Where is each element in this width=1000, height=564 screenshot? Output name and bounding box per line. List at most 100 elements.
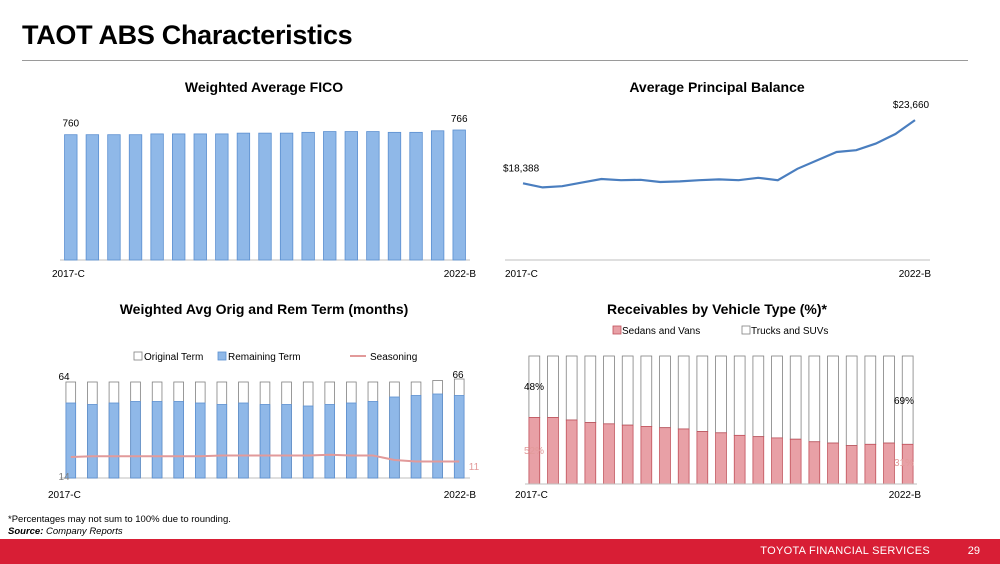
page-number: 29 [967,545,980,557]
fico-bar [409,131,423,261]
remaining-term-bar [432,393,443,479]
fico-xlabel-start: 2017-C [52,269,85,280]
trucks-last-label: 69% [894,396,914,407]
sedans-bar [864,443,877,485]
principal-xlabel-end: 2022-B [899,269,932,280]
fico-bar [279,132,294,261]
remaining-term-bar [65,402,77,479]
orig-last-label: 66 [452,370,464,381]
legend-seasoning-label: Seasoning [370,352,417,363]
fico-bar [172,133,186,261]
sedans-bar [677,428,690,485]
remaining-term-bar [216,404,228,479]
fico-bar [85,134,100,261]
remaining-term-bar [195,402,206,479]
trucks-bar [696,355,709,432]
fico-chart: 760 766 2017-C 2022-B [52,114,476,280]
fico-bar [387,131,402,261]
trucks-bar [845,355,858,446]
sedans-bar [752,436,765,485]
trucks-bar [771,355,783,439]
sedans-bar [808,441,821,485]
remaining-term-bar [281,404,292,479]
remaining-term-bar [410,395,422,479]
sedans-bar [789,438,802,485]
trucks-bar [547,355,559,418]
remaining-term-bar [238,402,249,479]
remaining-term-bar [324,404,335,479]
trucks-bar [864,355,877,445]
trucks-bar [808,355,821,443]
footer-company: TOYOTA FINANCIAL SERVICES [760,545,930,557]
remaining-term-bar [389,396,400,479]
fico-bar [150,133,164,261]
fico-bar [344,131,358,261]
fico-bar [128,134,143,261]
seasoning-line [70,453,460,463]
vehicle-xlabel-start: 2017-C [515,490,548,501]
remaining-term-bar [453,395,465,479]
sedans-bar [584,422,597,485]
sedans-first-label: 52% [524,446,544,457]
footer-bar: TOYOTA FINANCIAL SERVICES 29 [0,539,1000,564]
trucks-bar [640,355,653,427]
fico-last-label: 766 [451,114,468,125]
trucks-bar [883,355,895,444]
sedans-bar [547,417,559,485]
term-xlabel-end: 2022-B [444,490,477,501]
sedans-bar [621,424,634,485]
remaining-term-bar [130,401,141,479]
principal-xlabel-start: 2017-C [505,269,538,280]
fico-bar [215,133,229,261]
sedans-bar [771,437,783,485]
sedans-bar [827,442,839,485]
sedans-bar [565,419,578,485]
principal-last-label: $23,660 [893,100,930,111]
trucks-bar [827,355,839,444]
legend-original-swatch [133,351,143,361]
trucks-bar [752,355,765,438]
fico-bar [193,133,207,261]
legend-sedans-label: Sedans and Vans [622,326,700,337]
fico-bar [452,129,466,261]
sedans-bar [696,431,709,485]
sedans-last-label: 31% [894,458,914,469]
vehicle-chart: Sedans and Vans Trucks and SUVs 48% 69% 52% 3… [515,325,921,501]
sedans-bar [733,434,746,485]
principal-chart: $18,388 $23,660 2017-C 2022-B [503,100,932,280]
trucks-bar [733,355,746,436]
fico-chart-title: Weighted Average FICO [184,79,344,95]
legend-trucks-swatch [741,325,751,335]
fico-bar [236,132,251,261]
legend-trucks-label: Trucks and SUVs [751,326,828,337]
trucks-bar [565,355,578,421]
fico-bar [107,134,121,261]
vehicle-chart-title: Receivables by Vehicle Type (%)* [607,301,827,317]
remaining-term-bar [173,401,184,479]
fico-bar [366,131,380,261]
trucks-bar [659,355,671,429]
sedans-bar [640,426,653,485]
footnote: *Percentages may not sum to 100% due to … [8,514,231,525]
fico-bar [64,134,78,261]
remaining-term-bar [151,401,163,479]
principal-line [522,119,916,189]
sedans-bar [883,442,895,485]
trucks-bar [603,355,615,425]
title-divider [22,60,968,61]
trucks-first-label: 48% [524,382,544,393]
season-first-label: 14 [58,472,70,483]
remaining-term-bar [87,404,98,479]
trucks-bar [677,355,690,430]
fico-bar [323,131,337,261]
season-last-label: 11 [469,462,480,473]
trucks-bar [789,355,802,440]
source-note: Source: Company Reports [8,526,123,537]
term-chart: Original Term Remaining Term Seasoning 64 66… [48,351,480,501]
principal-first-label: $18,388 [503,163,540,174]
fico-first-label: 760 [62,119,79,130]
remaining-term-bar [302,405,314,479]
sedans-bar [659,427,671,485]
remaining-term-bar [367,401,379,479]
trucks-bar [584,355,597,423]
